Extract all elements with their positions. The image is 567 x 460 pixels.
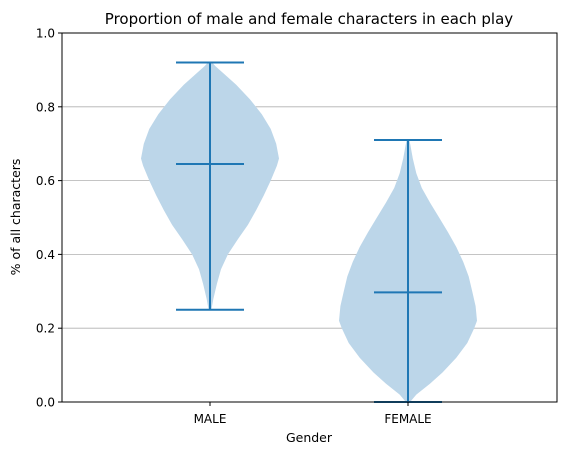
y-axis-label: % of all characters (8, 159, 23, 276)
violin-layer (141, 63, 477, 403)
y-tick-label-2: 0.4 (36, 248, 55, 262)
grid-layer (62, 33, 557, 402)
plot-frame (62, 33, 557, 402)
y-tick-label-0: 0.0 (36, 396, 55, 410)
axes-layer: 0.0 0.2 0.4 0.6 0.8 1.0 MALE FEMALE (36, 27, 557, 427)
y-tick-label-5: 1.0 (36, 27, 55, 41)
chart-title: Proportion of male and female characters… (105, 10, 513, 28)
y-tick-label-3: 0.6 (36, 174, 55, 188)
x-tick-label-female: FEMALE (384, 412, 431, 426)
y-tick-label-1: 0.2 (36, 322, 55, 336)
y-tick-label-4: 0.8 (36, 100, 55, 114)
x-axis-label: Gender (286, 430, 333, 445)
x-tick-label-male: MALE (194, 412, 227, 426)
